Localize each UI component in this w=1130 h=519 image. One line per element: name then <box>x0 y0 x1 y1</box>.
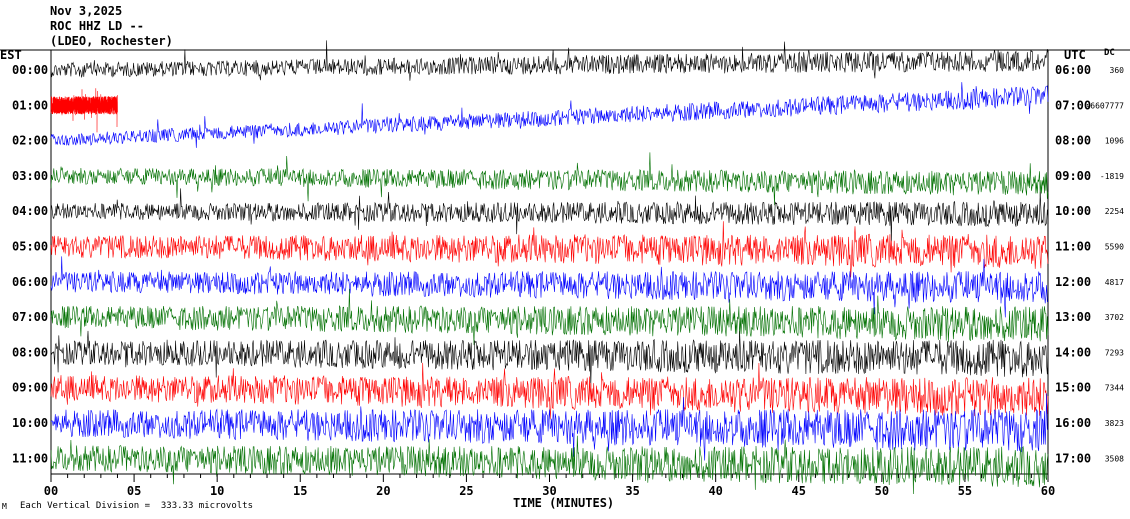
x-tick-label-50: 50 <box>875 484 889 498</box>
trace-hour-01:00 <box>50 88 118 133</box>
plot-frame <box>0 49 1130 475</box>
est-hour-10:00: 10:00 <box>12 416 48 430</box>
dc-axis-label: DC <box>1104 48 1115 58</box>
x-tick-label-30: 30 <box>542 484 556 498</box>
trace-hour-03:00 <box>50 152 1049 206</box>
utc-hour-09:00: 09:00 <box>1055 169 1091 183</box>
trace-hour-06:00 <box>50 256 1049 318</box>
utc-hour-06:00: 06:00 <box>1055 63 1091 77</box>
utc-hour-labels: 06:00 07:00 08:00 09:00 10:00 11:00 12:00 13:00… <box>1055 63 1091 465</box>
est-hour-04:00: 04:00 <box>12 204 48 218</box>
dc-offset-10: 3823 <box>1105 419 1124 428</box>
dc-offset-labels: 360 -6607777 1096 -1819 2254 5590 4817 3702 7293… <box>1085 66 1124 463</box>
est-hour-08:00: 08:00 <box>12 345 48 359</box>
dc-offset-8: 7293 <box>1105 348 1124 357</box>
utc-hour-13:00: 13:00 <box>1055 310 1091 324</box>
x-tick-label-05: 05 <box>127 484 141 498</box>
est-hour-02:00: 02:00 <box>12 134 48 148</box>
est-hour-01:00: 01:00 <box>12 98 48 112</box>
utc-hour-17:00: 17:00 <box>1055 451 1091 465</box>
scale-note: Each Vertical Division = 333.33 microvol… <box>20 501 253 511</box>
utc-hour-10:00: 10:00 <box>1055 204 1091 218</box>
dc-offset-6: 4817 <box>1105 278 1124 287</box>
dc-offset-11: 3508 <box>1105 454 1124 463</box>
trace-hour-04:00 <box>50 188 1049 242</box>
dc-offset-9: 7344 <box>1105 384 1124 393</box>
x-tick-label-40: 40 <box>708 484 722 498</box>
dc-offset-3: -1819 <box>1100 172 1124 181</box>
est-hour-11:00: 11:00 <box>12 451 48 465</box>
dc-offset-2: 1096 <box>1105 137 1124 146</box>
x-tick-label-15: 15 <box>293 484 307 498</box>
utc-hour-11:00: 11:00 <box>1055 240 1091 254</box>
trace-hour-00:00 <box>50 40 1049 81</box>
dc-offset-5: 5590 <box>1105 243 1124 252</box>
chart-date: Nov 3,2025 <box>50 4 123 18</box>
utc-hour-15:00: 15:00 <box>1055 381 1091 395</box>
dc-offset-1: -6607777 <box>1085 101 1124 110</box>
trace-hour-05:00 <box>50 221 1049 278</box>
utc-hour-14:00: 14:00 <box>1055 345 1091 359</box>
x-tick-label-60: 60 <box>1041 484 1055 498</box>
utc-axis-label: UTC <box>1064 48 1086 62</box>
corner-mark: M <box>2 502 7 511</box>
est-hour-05:00: 05:00 <box>12 240 48 254</box>
x-axis: 00 05 10 15 20 25 30 35 40 45 50 55 60 <box>44 474 1055 498</box>
seismic-traces <box>50 40 1049 495</box>
trace-hour-02:00 <box>50 82 1049 148</box>
est-hour-06:00: 06:00 <box>12 275 48 289</box>
utc-hour-08:00: 08:00 <box>1055 134 1091 148</box>
x-tick-label-45: 45 <box>792 484 806 498</box>
trace-hour-10:00 <box>50 393 1049 461</box>
dc-offset-7: 3702 <box>1105 313 1124 322</box>
est-hour-00:00: 00:00 <box>12 63 48 77</box>
trace-hour-11:00 <box>50 435 1049 495</box>
x-tick-label-25: 25 <box>459 484 473 498</box>
dc-offset-4: 2254 <box>1105 207 1124 216</box>
x-axis-title: TIME (MINUTES) <box>513 496 615 510</box>
est-hour-03:00: 03:00 <box>12 169 48 183</box>
dc-offset-0: 360 <box>1110 66 1125 75</box>
est-hour-07:00: 07:00 <box>12 310 48 324</box>
x-tick-label-00: 00 <box>44 484 58 498</box>
x-tick-label-20: 20 <box>376 484 390 498</box>
trace-hour-07:00 <box>50 288 1049 346</box>
utc-hour-12:00: 12:00 <box>1055 275 1091 289</box>
est-axis-label: EST <box>0 48 22 62</box>
x-tick-label-55: 55 <box>958 484 972 498</box>
x-tick-label-35: 35 <box>625 484 639 498</box>
trace-hour-08:00 <box>50 330 1049 388</box>
utc-hour-07:00: 07:00 <box>1055 98 1091 112</box>
x-tick-label-10: 10 <box>210 484 224 498</box>
est-hour-labels: 00:00 01:00 02:00 03:00 04:00 05:00 06:00 07:00… <box>12 63 48 465</box>
utc-hour-16:00: 16:00 <box>1055 416 1091 430</box>
station-code: ROC HHZ LD -- <box>50 19 144 33</box>
network-name: (LDEO, Rochester) <box>50 34 173 48</box>
est-hour-09:00: 09:00 <box>12 381 48 395</box>
trace-hour-09:00 <box>50 362 1049 420</box>
